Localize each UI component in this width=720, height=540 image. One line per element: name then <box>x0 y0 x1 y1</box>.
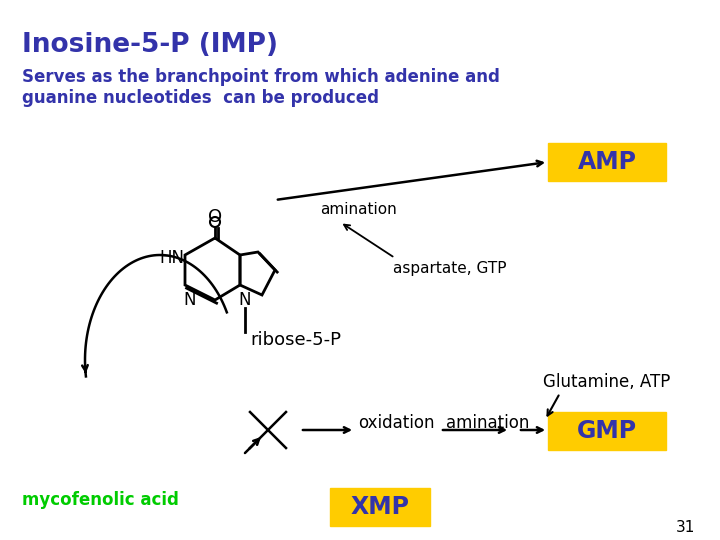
Text: ribose-5-P: ribose-5-P <box>250 331 341 349</box>
Text: GMP: GMP <box>577 419 637 443</box>
Text: AMP: AMP <box>577 150 636 174</box>
FancyBboxPatch shape <box>548 412 666 450</box>
Text: Inosine-5-P (IMP): Inosine-5-P (IMP) <box>22 32 278 58</box>
Text: N: N <box>184 291 197 309</box>
Text: 31: 31 <box>675 521 695 536</box>
Text: oxidation: oxidation <box>358 414 434 432</box>
Text: XMP: XMP <box>351 495 410 519</box>
FancyBboxPatch shape <box>330 488 430 526</box>
Text: mycofenolic acid: mycofenolic acid <box>22 491 179 509</box>
Text: Glutamine, ATP: Glutamine, ATP <box>544 373 671 391</box>
FancyBboxPatch shape <box>548 143 666 181</box>
Text: aspartate, GTP: aspartate, GTP <box>393 260 506 275</box>
Text: O: O <box>208 208 222 226</box>
Text: Serves as the branchpoint from which adenine and
guanine nucleotides  can be pro: Serves as the branchpoint from which ade… <box>22 68 500 107</box>
Text: amination: amination <box>446 414 529 432</box>
Text: N: N <box>239 291 251 309</box>
Text: amination: amination <box>320 202 397 218</box>
Text: HN: HN <box>160 249 184 267</box>
